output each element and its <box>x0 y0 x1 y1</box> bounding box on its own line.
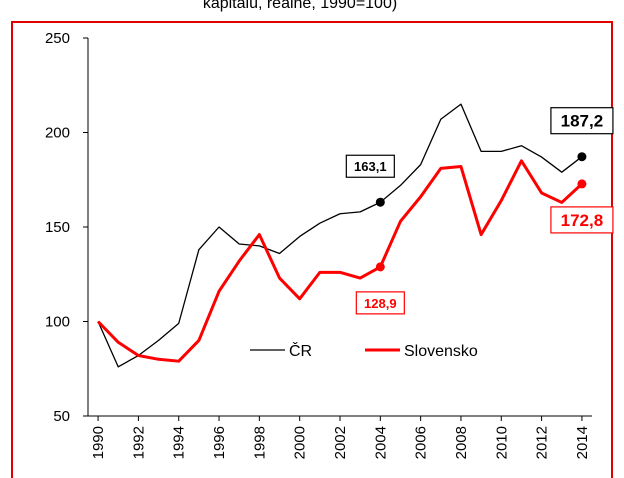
y-tick-label: 100 <box>45 314 70 331</box>
x-tick-label: 2006 <box>413 426 430 459</box>
y-tick-label: 150 <box>45 219 70 236</box>
point-marker <box>577 179 587 189</box>
point-marker <box>375 262 385 272</box>
label-box <box>345 154 395 178</box>
line-series <box>97 159 583 363</box>
legend-label: ČR <box>289 341 312 360</box>
data-label: 187,2 <box>561 112 604 131</box>
data-label: 172,8 <box>561 211 604 230</box>
label-box <box>355 291 405 315</box>
x-tick-label: 2014 <box>574 426 591 459</box>
line-series <box>97 103 583 368</box>
legend-label: Slovensko <box>404 343 478 360</box>
frame <box>11 21 613 478</box>
x-tick-label: 2010 <box>493 426 510 459</box>
x-tick-label: 1996 <box>211 426 228 459</box>
y-tick-label: 200 <box>45 125 70 142</box>
y-tick-label: 250 <box>45 30 70 47</box>
x-tick-label: 2008 <box>453 426 470 459</box>
x-tick-label: 1998 <box>251 426 268 459</box>
x-tick-label: 2012 <box>534 426 551 459</box>
label-box <box>550 206 614 234</box>
point-marker <box>375 197 385 207</box>
x-tick-label: 1990 <box>90 426 107 459</box>
chart-title: kapitálu, reálně, 1990=100) <box>203 0 397 12</box>
x-tick-label: 1992 <box>130 426 147 459</box>
data-label: 128,9 <box>364 296 397 311</box>
data-label: 163,1 <box>354 159 387 174</box>
x-tick-label: 1994 <box>171 426 188 459</box>
x-tick-label: 2000 <box>292 426 309 459</box>
x-tick-label: 2004 <box>372 426 389 459</box>
label-box <box>550 107 614 135</box>
y-tick-label: 50 <box>53 408 70 425</box>
x-tick-label: 2002 <box>332 426 349 459</box>
point-marker <box>577 152 587 162</box>
